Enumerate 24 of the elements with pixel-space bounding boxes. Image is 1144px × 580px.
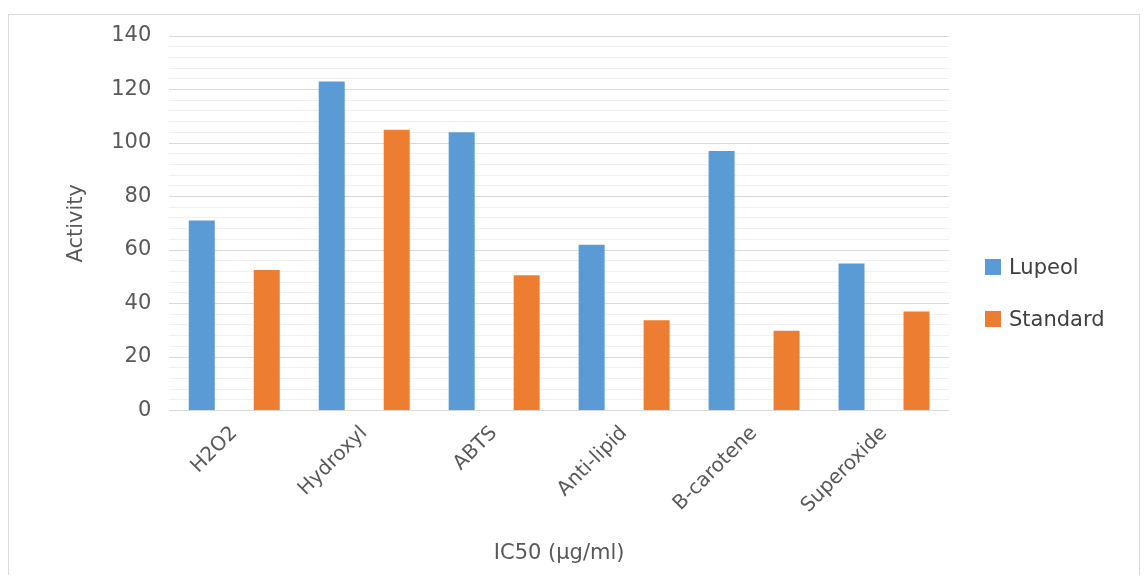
bar	[643, 320, 670, 411]
y-tick-label: 140	[111, 22, 152, 47]
bar	[188, 220, 215, 411]
y-axis-title: Activity	[63, 183, 88, 263]
x-axis-title: IC50 (µg/ml)	[493, 539, 625, 564]
bar	[253, 270, 280, 411]
bar	[773, 330, 800, 411]
bar	[578, 244, 605, 411]
bar	[513, 275, 540, 411]
bar	[838, 263, 865, 411]
bar	[383, 129, 410, 411]
y-tick-label: 120	[111, 75, 152, 100]
legend-label: Standard	[1009, 307, 1105, 331]
y-tick-label: 60	[124, 236, 152, 261]
y-tick-label: 80	[124, 182, 152, 207]
bar	[903, 311, 930, 411]
bar	[448, 132, 475, 411]
bar	[708, 151, 735, 411]
y-tick-label: 100	[111, 129, 152, 154]
bar	[318, 81, 345, 411]
y-tick-label: 0	[137, 396, 152, 421]
legend-label: Lupeol	[1009, 255, 1079, 279]
y-tick-label: 40	[124, 289, 152, 314]
y-tick-label: 20	[124, 343, 152, 368]
